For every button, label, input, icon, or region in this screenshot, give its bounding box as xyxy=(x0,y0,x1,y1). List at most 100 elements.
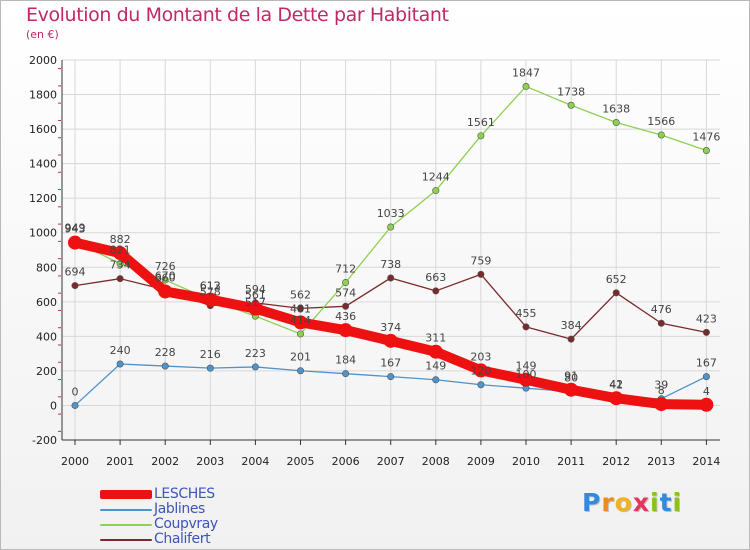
data-label: 455 xyxy=(516,307,537,320)
data-point xyxy=(296,330,304,338)
data-point xyxy=(522,82,530,90)
data-label: 167 xyxy=(380,357,401,370)
legend-label: Chalifert xyxy=(154,531,211,547)
data-label: 712 xyxy=(335,262,356,275)
data-label: 1638 xyxy=(602,103,630,116)
data-label: 120 xyxy=(470,365,491,378)
data-label: 149 xyxy=(425,360,446,373)
data-label: 1561 xyxy=(467,116,495,129)
y-tick-label: 1000 xyxy=(29,227,57,240)
data-label: 91 xyxy=(564,370,578,383)
data-label: 311 xyxy=(425,332,446,345)
data-point xyxy=(68,235,82,250)
x-tick-label: 2009 xyxy=(467,455,495,468)
logo-letter: r xyxy=(601,488,615,517)
x-tick-label: 2004 xyxy=(241,455,269,468)
data-point xyxy=(702,147,710,155)
chart-subtitle: (en €) xyxy=(26,28,59,41)
data-point xyxy=(612,119,620,127)
x-tick-label: 2003 xyxy=(196,455,224,468)
legend-swatch xyxy=(100,524,152,526)
data-point xyxy=(116,275,124,283)
data-label: 1244 xyxy=(422,171,450,184)
data-label: 561 xyxy=(245,289,266,302)
data-point xyxy=(296,304,304,312)
chart-title: Evolution du Montant de la Dette par Hab… xyxy=(26,4,449,26)
data-label: 694 xyxy=(65,266,86,279)
data-point xyxy=(432,376,440,384)
x-tick-label: 2002 xyxy=(151,455,179,468)
data-label: 734 xyxy=(110,259,131,272)
x-tick-label: 2012 xyxy=(602,455,630,468)
y-tick-label: 200 xyxy=(36,365,57,378)
legend-label: Jablines xyxy=(154,501,205,517)
y-tick-label: 1400 xyxy=(29,158,57,171)
y-tick-label: 400 xyxy=(36,330,57,343)
data-label: 436 xyxy=(335,310,356,323)
x-tick-label: 2007 xyxy=(377,455,405,468)
data-label: 759 xyxy=(470,254,491,267)
data-label: 80 xyxy=(564,372,578,385)
data-label: 0 xyxy=(72,385,79,398)
data-point xyxy=(519,372,533,387)
data-label: 594 xyxy=(245,283,266,296)
data-label: 821 xyxy=(110,244,131,257)
data-point xyxy=(522,323,530,331)
data-point xyxy=(567,335,575,343)
data-label: 374 xyxy=(380,321,401,334)
data-label: 663 xyxy=(425,271,446,284)
data-label: 578 xyxy=(200,286,221,299)
data-point xyxy=(428,344,443,359)
data-point xyxy=(657,319,665,327)
y-tick-label: -200 xyxy=(32,434,57,447)
y-tick-label: 2000 xyxy=(29,54,57,67)
legend-label: Coupvray xyxy=(154,516,218,532)
data-label: 423 xyxy=(696,312,717,325)
data-label: 481 xyxy=(290,302,311,315)
data-label: 517 xyxy=(245,296,266,309)
data-point xyxy=(564,382,579,397)
y-tick-label: 800 xyxy=(36,261,57,274)
data-label: 203 xyxy=(470,350,491,363)
data-point xyxy=(71,282,79,290)
data-point xyxy=(702,373,710,381)
data-point xyxy=(248,301,263,316)
data-label: 4 xyxy=(703,385,710,398)
data-label: 1033 xyxy=(377,207,405,220)
y-tick-label: 1200 xyxy=(29,192,57,205)
legend-swatch xyxy=(100,490,152,499)
data-point xyxy=(161,276,169,284)
data-point xyxy=(113,246,128,261)
data-label: 42 xyxy=(609,378,623,391)
data-label: 384 xyxy=(561,319,582,332)
data-label: 1566 xyxy=(647,115,675,128)
data-point xyxy=(161,362,169,370)
y-tick-label: 600 xyxy=(36,296,57,309)
data-point xyxy=(609,391,624,406)
data-point xyxy=(612,289,620,297)
data-label: 228 xyxy=(155,346,176,359)
data-point xyxy=(387,223,395,231)
data-point xyxy=(203,292,218,307)
data-label: 149 xyxy=(516,360,537,373)
logo-letter: o xyxy=(614,488,633,517)
data-label: 476 xyxy=(651,303,672,316)
data-point xyxy=(206,364,214,372)
data-label: 41 xyxy=(609,378,623,391)
data-point xyxy=(342,278,350,286)
data-point xyxy=(338,323,353,338)
data-point xyxy=(567,101,575,109)
data-point xyxy=(702,328,710,336)
data-label: 882 xyxy=(110,233,131,246)
x-tick-label: 2005 xyxy=(287,455,315,468)
data-label: 943 xyxy=(65,223,86,236)
data-point xyxy=(251,363,259,371)
x-tick-label: 2010 xyxy=(512,455,540,468)
data-point xyxy=(383,333,398,348)
data-label: 613 xyxy=(200,280,221,293)
data-point xyxy=(477,381,485,389)
legend-label: LESCHES xyxy=(154,486,215,502)
data-point xyxy=(473,363,488,378)
